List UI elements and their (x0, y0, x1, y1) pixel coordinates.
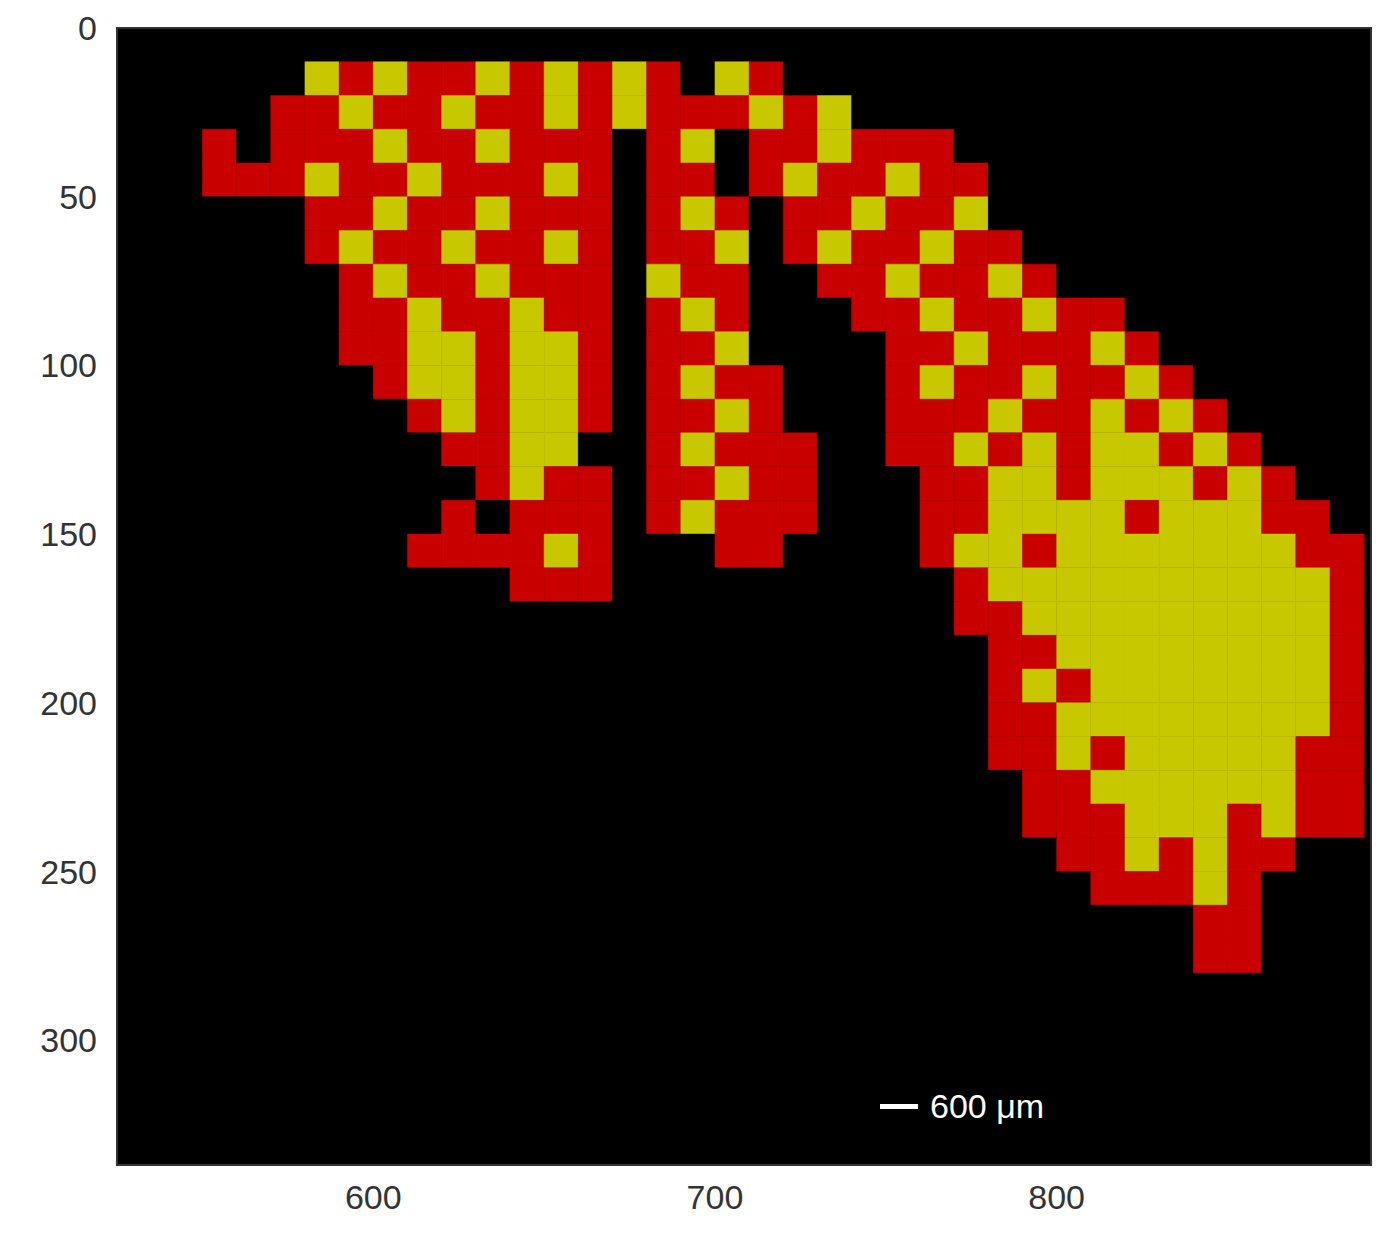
svg-text:700: 700 (687, 1178, 744, 1216)
svg-text:300: 300 (40, 1021, 97, 1059)
svg-text:150: 150 (40, 515, 97, 553)
svg-text:50: 50 (59, 178, 97, 216)
svg-text:100: 100 (40, 346, 97, 384)
svg-text:200: 200 (40, 684, 97, 722)
svg-text:800: 800 (1028, 1178, 1085, 1216)
svg-text:0: 0 (78, 9, 97, 47)
svg-text:250: 250 (40, 853, 97, 891)
svg-text:600: 600 (345, 1178, 402, 1216)
html-text:600 μm: 600 μm (930, 1087, 1045, 1125)
